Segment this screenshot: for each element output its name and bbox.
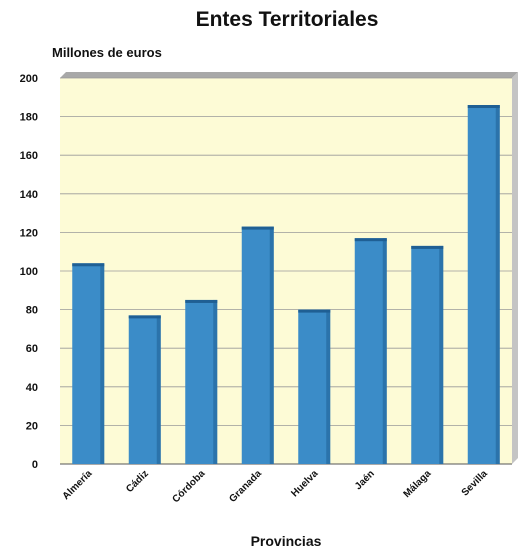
bar: [241, 226, 274, 464]
y-tick-label: 0: [32, 459, 38, 471]
x-axis-category-labels: Almería Cádiz Córdoba Granada Huelva Jaén Mála…: [61, 468, 491, 505]
bar: [354, 238, 387, 464]
y-tick-label: 140: [20, 189, 38, 201]
bar: [185, 299, 218, 464]
bar-side-shade: [213, 299, 218, 464]
y-tick-label: 120: [20, 227, 38, 239]
y-tick-label: 160: [20, 150, 38, 162]
y-tick-label: 100: [20, 266, 38, 278]
bar-top-edge: [411, 245, 444, 249]
y-tick-label: 80: [26, 305, 38, 317]
bar-top-edge: [241, 226, 274, 230]
bar-top-edge: [185, 299, 218, 303]
bar: [411, 245, 444, 464]
bar: [298, 309, 331, 464]
bar-top-edge: [128, 315, 161, 319]
bar-side-shade: [382, 238, 387, 464]
bar-side-shade: [156, 315, 161, 464]
x-tick-label: Cádiz: [124, 468, 151, 495]
x-tick-label: Granada: [227, 468, 264, 505]
y-tick-label: 60: [26, 343, 38, 355]
bar: [467, 105, 500, 465]
y-tick-label: 200: [20, 73, 38, 85]
x-tick-label: Jaén: [353, 468, 377, 492]
bar-side-shade: [326, 309, 331, 464]
x-tick-label: Málaga: [402, 468, 434, 500]
x-tick-label: Huelva: [289, 468, 320, 499]
y-tick-label: 180: [20, 112, 38, 124]
chart-title: Entes Territoriales: [196, 8, 379, 31]
bar-side-shade: [439, 245, 444, 464]
plot-wall-shadow-right: [512, 72, 518, 464]
bars: [72, 105, 500, 465]
bar-top-edge: [72, 263, 105, 267]
x-tick-label: Sevilla: [460, 468, 490, 498]
plot-wall-shadow-top: [60, 72, 518, 78]
bar-side-shade: [495, 105, 500, 465]
bar-side-shade: [100, 263, 105, 464]
bar-top-edge: [467, 105, 500, 109]
y-tick-label: 40: [26, 382, 38, 394]
bar-side-shade: [269, 226, 274, 464]
y-tick-label: 20: [26, 420, 38, 432]
bar: [128, 315, 161, 464]
y-axis-unit-label: Millones de euros: [52, 45, 162, 60]
bar-top-edge: [354, 238, 387, 242]
bar: [72, 263, 105, 464]
bar-top-edge: [298, 309, 331, 313]
x-tick-label: Córdoba: [171, 468, 208, 505]
y-axis-ticks: 0 20 40 60 80 100 120 140 160 180 200: [20, 73, 38, 471]
x-axis-label: Provincias: [251, 533, 322, 549]
x-tick-label: Almería: [61, 468, 95, 502]
